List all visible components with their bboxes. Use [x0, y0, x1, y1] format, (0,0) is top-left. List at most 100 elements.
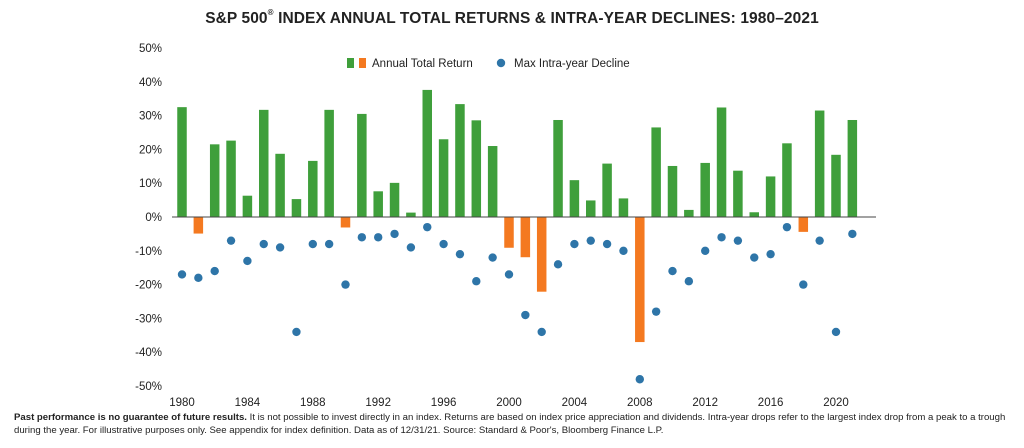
x-tick-label: 1980 — [169, 397, 195, 409]
dot-intra-year-decline — [586, 236, 595, 245]
dot-intra-year-decline — [455, 249, 465, 259]
y-tick-label: -50% — [135, 381, 162, 393]
bar-annual-return — [782, 143, 792, 217]
dot-intra-year-decline — [324, 239, 334, 249]
dot-intra-year-decline — [766, 249, 775, 259]
bar-annual-return — [209, 144, 220, 217]
bar-annual-return — [291, 199, 302, 217]
bar-annual-return — [749, 212, 759, 217]
y-tick-label: 0% — [145, 212, 162, 224]
dot-intra-year-decline — [717, 233, 726, 242]
legend-label-annual-return: Annual Total Return — [372, 58, 473, 70]
dot-intra-year-decline — [521, 310, 530, 320]
y-tick-label: -20% — [135, 280, 162, 292]
bar-annual-return — [684, 209, 694, 217]
footnote-text: It is not possible to invest directly in… — [14, 412, 1006, 436]
dot-intra-year-decline — [423, 222, 432, 232]
bar-annual-return — [226, 140, 236, 217]
x-tick-label: 1988 — [300, 397, 326, 409]
bar-annual-return — [455, 104, 465, 217]
x-tick-label: 1984 — [235, 397, 261, 409]
bar-annual-return — [586, 200, 596, 217]
bar-annual-return — [422, 89, 432, 217]
legend-swatch-decline — [496, 58, 506, 68]
x-tick-label: 2016 — [758, 397, 784, 409]
bar-annual-return — [831, 154, 841, 217]
dot-intra-year-decline — [750, 253, 759, 262]
dot-intra-year-decline — [275, 243, 285, 252]
bars-layer — [177, 89, 858, 343]
bar-annual-return — [438, 139, 449, 217]
dot-intra-year-decline — [651, 307, 661, 316]
dot-intra-year-decline — [488, 253, 497, 262]
bar-annual-return — [487, 146, 498, 217]
dot-intra-year-decline — [831, 327, 841, 337]
dot-intra-year-decline — [194, 273, 203, 283]
bar-annual-return — [373, 191, 383, 217]
bar-annual-return — [357, 113, 367, 217]
x-tick-label: 2020 — [823, 397, 849, 409]
bar-annual-return — [569, 180, 580, 217]
footnote-bold: Past performance is no guarantee of futu… — [14, 412, 247, 423]
legend: Annual Total Return Max Intra-year Declin… — [347, 58, 630, 70]
bar-annual-return — [700, 162, 710, 217]
dot-intra-year-decline — [602, 239, 612, 249]
bar-annual-return — [504, 217, 514, 248]
bar-annual-return — [520, 217, 531, 258]
bar-annual-return — [308, 160, 318, 217]
dot-intra-year-decline — [308, 239, 317, 249]
bar-annual-return — [242, 195, 253, 217]
bar-annual-return — [667, 165, 678, 217]
bar-annual-return — [259, 109, 269, 217]
dot-intra-year-decline — [341, 280, 350, 289]
dot-intra-year-decline — [374, 233, 383, 242]
bar-annual-return — [536, 217, 547, 292]
bar-annual-return — [177, 107, 187, 217]
dot-intra-year-decline — [684, 277, 694, 286]
y-tick-label: -30% — [135, 313, 162, 325]
dot-intra-year-decline — [553, 260, 563, 269]
bar-annual-return — [553, 119, 563, 217]
legend-swatch-positive — [347, 58, 354, 68]
dot-intra-year-decline — [799, 280, 808, 289]
dot-intra-year-decline — [439, 239, 448, 249]
bar-annual-return — [406, 212, 416, 217]
bar-annual-return — [765, 176, 776, 217]
dot-intra-year-decline — [733, 236, 743, 245]
bar-annual-return — [651, 127, 661, 217]
dot-intra-year-decline — [635, 375, 644, 384]
bar-annual-return — [275, 153, 285, 217]
bar-annual-return — [324, 109, 334, 217]
dot-intra-year-decline — [848, 229, 857, 239]
bar-annual-return — [602, 163, 612, 217]
y-tick-label: 50% — [139, 43, 162, 55]
dot-intra-year-decline — [259, 239, 268, 249]
dot-intra-year-decline — [619, 246, 628, 255]
x-tick-label: 2004 — [562, 397, 588, 409]
x-axis: 1980 1984 1988 1992 1996 2000 2004 2008 2012 2016… — [169, 397, 849, 409]
dot-intra-year-decline — [472, 277, 481, 286]
bar-annual-return — [471, 120, 482, 217]
dot-intra-year-decline — [292, 327, 301, 337]
dots-layer — [177, 222, 857, 384]
chart-title: S&P 500® INDEX ANNUAL TOTAL RETURNS & IN… — [205, 8, 819, 28]
dot-intra-year-decline — [701, 246, 710, 255]
bar-annual-return — [814, 110, 825, 217]
bar-annual-return — [389, 182, 400, 217]
bar-annual-return — [733, 170, 743, 217]
dot-intra-year-decline — [357, 233, 367, 242]
dot-intra-year-decline — [406, 243, 416, 252]
bar-annual-return — [618, 198, 629, 217]
legend-label-intra-year-decline: Max Intra-year Decline — [514, 58, 630, 70]
y-tick-label: -40% — [135, 347, 162, 359]
y-tick-label: 40% — [139, 77, 162, 89]
bar-annual-return — [716, 107, 727, 217]
bar-annual-return — [847, 119, 858, 217]
x-tick-label: 1992 — [365, 397, 391, 409]
y-axis: 50% 40% 30% 20% 10% 0% -10% -20% -30% -40% -50% — [135, 43, 162, 393]
legend-swatch-negative — [359, 58, 366, 68]
bar-annual-return — [340, 217, 351, 228]
dot-intra-year-decline — [815, 236, 824, 245]
dot-intra-year-decline — [226, 236, 236, 245]
